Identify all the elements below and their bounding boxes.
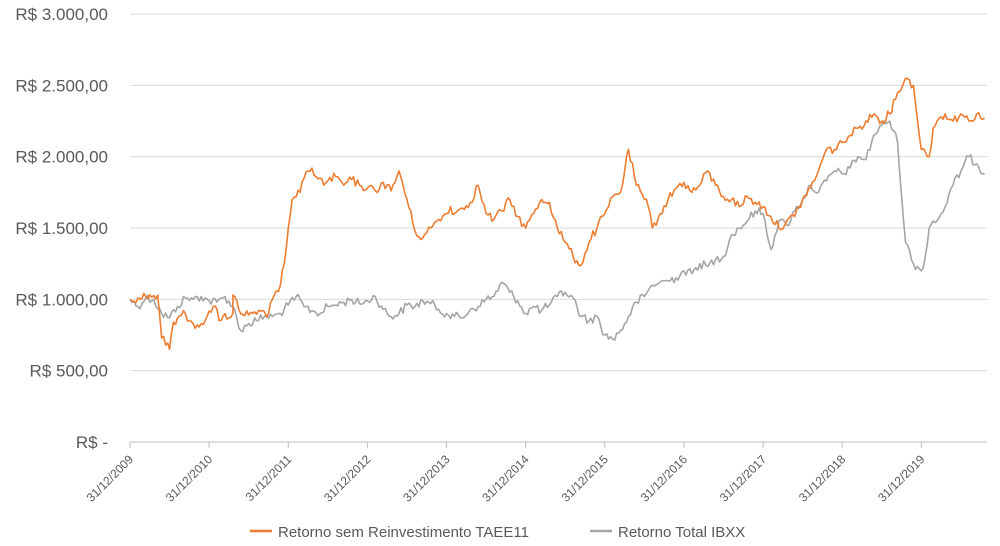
legend-label-1: Retorno Total IBXX xyxy=(618,524,745,541)
y-tick-label-6: R$ 3.000,00 xyxy=(15,5,108,24)
x-tick-label-6: 31/12/2015 xyxy=(559,452,612,505)
x-tick-label-1: 31/12/2010 xyxy=(163,452,216,505)
x-tick-label-7: 31/12/2016 xyxy=(638,452,691,505)
series-line-0 xyxy=(129,77,986,351)
series-lines xyxy=(129,77,986,351)
y-tick-label-4: R$ 2.000,00 xyxy=(15,148,108,167)
series-line-1 xyxy=(129,120,985,341)
x-tick-label-8: 31/12/2017 xyxy=(717,452,770,505)
legend-label-0: Retorno sem Reinvestimento TAEE11 xyxy=(278,524,529,541)
y-tick-label-5: R$ 2.500,00 xyxy=(15,76,108,95)
x-tick-label-0: 31/12/2009 xyxy=(84,452,137,505)
y-tick-label-3: R$ 1.500,00 xyxy=(15,219,108,238)
x-tick-label-10: 31/12/2019 xyxy=(875,452,928,505)
x-axis: 31/12/2009 31/12/2010 31/12/2011 31/12/2012… xyxy=(84,441,987,505)
y-tick-label-1: R$ 500,00 xyxy=(30,362,108,381)
x-tick-label-9: 31/12/2018 xyxy=(796,452,849,505)
x-tick-label-4: 31/12/2013 xyxy=(400,452,453,505)
y-tick-label-0: R$ - xyxy=(76,433,108,452)
x-tick-label-3: 31/12/2012 xyxy=(321,452,374,505)
x-tick-label-2: 31/12/2011 xyxy=(243,452,295,504)
y-axis-labels: R$ - R$ 500,00 R$ 1.000,00 R$ 1.500,00 R$ 2.… xyxy=(15,5,108,452)
legend: Retorno sem Reinvestimento TAEE11 Retorno… xyxy=(250,524,745,541)
gridlines xyxy=(130,13,987,372)
y-tick-label-2: R$ 1.000,00 xyxy=(15,290,108,309)
x-tick-label-5: 31/12/2014 xyxy=(479,452,532,505)
